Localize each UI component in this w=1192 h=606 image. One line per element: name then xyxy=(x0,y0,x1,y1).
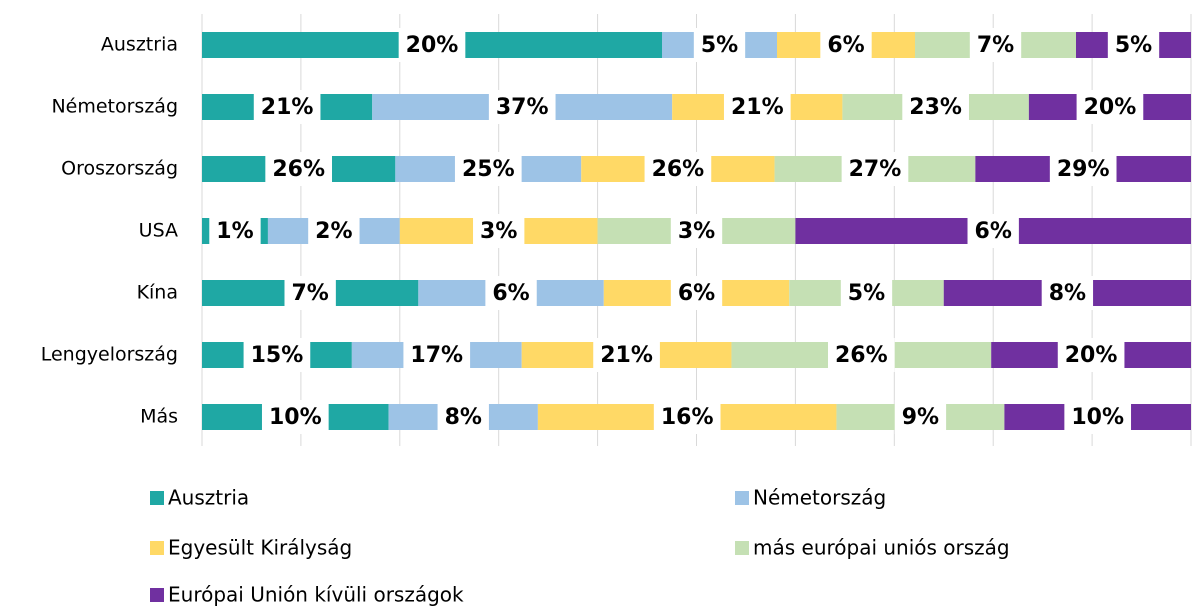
label-bg xyxy=(284,276,336,310)
label-bg xyxy=(261,400,329,434)
label-bg xyxy=(670,214,723,248)
label-bg xyxy=(209,214,261,248)
data-label: 8% xyxy=(445,405,482,430)
label-bg xyxy=(403,338,471,372)
legend-swatch xyxy=(735,541,749,555)
data-label: 21% xyxy=(731,95,784,120)
legend-label: Európai Unión kívüli országok xyxy=(168,583,464,606)
label-bg xyxy=(473,214,525,248)
data-label: 15% xyxy=(251,343,304,368)
data-label: 8% xyxy=(1049,281,1086,306)
data-label: 3% xyxy=(678,219,715,244)
label-bg xyxy=(644,152,712,186)
label-bg xyxy=(437,400,489,434)
label-bg xyxy=(820,28,872,62)
label-bg xyxy=(670,276,723,310)
y-tick-label: Oroszország xyxy=(61,158,178,180)
label-bg xyxy=(454,152,522,186)
data-label: 17% xyxy=(410,343,463,368)
legend-swatch xyxy=(150,491,164,505)
data-label: 6% xyxy=(492,281,529,306)
data-label: 20% xyxy=(1084,95,1137,120)
label-bg xyxy=(1057,338,1125,372)
data-label: 27% xyxy=(849,157,902,182)
label-bg xyxy=(265,152,333,186)
data-label: 20% xyxy=(1065,343,1118,368)
label-bg xyxy=(593,338,660,372)
data-label: 10% xyxy=(1071,405,1124,430)
label-bg xyxy=(1049,152,1117,186)
label-bg xyxy=(1041,276,1094,310)
data-label: 37% xyxy=(496,95,549,120)
data-label: 6% xyxy=(827,33,864,58)
label-bg xyxy=(840,276,893,310)
data-label: 7% xyxy=(291,281,328,306)
legend-label: Németország xyxy=(753,486,886,510)
label-bg xyxy=(398,28,466,62)
data-label: 29% xyxy=(1057,157,1110,182)
label-bg xyxy=(243,338,311,372)
legend-swatch xyxy=(150,588,164,602)
label-bg xyxy=(841,152,909,186)
data-label: 21% xyxy=(600,343,653,368)
data-label: 5% xyxy=(701,33,738,58)
y-tick-label: USA xyxy=(139,220,178,242)
legend-label: Ausztria xyxy=(168,486,249,510)
data-label: 6% xyxy=(678,281,715,306)
data-label: 5% xyxy=(848,281,885,306)
label-bg xyxy=(308,214,360,248)
y-tick-label: Ausztria xyxy=(101,34,178,56)
data-label: 16% xyxy=(661,405,714,430)
data-label: 23% xyxy=(909,95,962,120)
data-label: 9% xyxy=(902,405,939,430)
data-label: 3% xyxy=(480,219,517,244)
label-bg xyxy=(827,338,895,372)
label-bg xyxy=(253,90,321,124)
legend-swatch xyxy=(735,491,749,505)
data-label: 5% xyxy=(1115,33,1152,58)
label-bg xyxy=(894,400,947,434)
label-bg xyxy=(693,28,746,62)
data-label: 2% xyxy=(315,219,352,244)
legend-label: Egyesült Királyság xyxy=(168,536,352,560)
y-tick-label: Kína xyxy=(137,282,178,304)
data-label: 26% xyxy=(272,157,325,182)
label-bg xyxy=(902,90,969,124)
data-label: 10% xyxy=(269,405,322,430)
label-bg xyxy=(488,90,556,124)
y-tick-label: Más xyxy=(140,406,178,428)
data-label: 26% xyxy=(652,157,705,182)
data-label: 21% xyxy=(261,95,314,120)
data-label: 6% xyxy=(975,219,1012,244)
label-bg xyxy=(969,28,1022,62)
data-label: 1% xyxy=(216,219,253,244)
label-bg xyxy=(485,276,537,310)
y-tick-label: Lengyelország xyxy=(41,344,178,366)
legend-label: más európai uniós ország xyxy=(753,536,1010,560)
label-bg xyxy=(967,214,1019,248)
label-bg xyxy=(1107,28,1160,62)
data-label: 25% xyxy=(462,157,515,182)
label-bg xyxy=(723,90,791,124)
data-label: 7% xyxy=(977,33,1014,58)
label-bg xyxy=(1076,90,1144,124)
legend-swatch xyxy=(150,541,164,555)
y-tick-label: Németország xyxy=(51,96,178,118)
label-bg xyxy=(1064,400,1132,434)
label-bg xyxy=(653,400,721,434)
data-label: 26% xyxy=(835,343,888,368)
data-label: 20% xyxy=(406,33,459,58)
